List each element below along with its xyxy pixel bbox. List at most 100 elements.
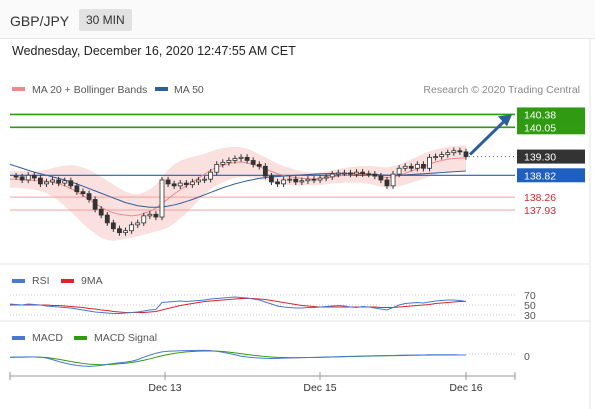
candle-body bbox=[153, 213, 159, 218]
candlestick bbox=[183, 179, 189, 188]
level-label-box bbox=[517, 120, 585, 135]
candlestick bbox=[117, 225, 122, 236]
candle-body bbox=[56, 179, 62, 184]
resistance-label-joiner bbox=[517, 120, 585, 122]
currency-pair: GBP/JPY bbox=[10, 13, 70, 29]
candle-body bbox=[208, 171, 214, 180]
level-label: 138.26 bbox=[524, 192, 556, 204]
candlestick bbox=[56, 176, 62, 187]
candle-body bbox=[305, 178, 311, 182]
candle-body bbox=[31, 174, 37, 179]
candlestick bbox=[378, 172, 384, 184]
candlestick bbox=[147, 211, 153, 219]
candle-body bbox=[256, 163, 262, 167]
candlestick bbox=[348, 169, 353, 178]
candle-body bbox=[281, 179, 287, 185]
forecast-arrow-head bbox=[498, 114, 512, 127]
candle-body bbox=[147, 213, 153, 217]
ma20-line bbox=[10, 157, 467, 217]
macd-legend: MACD MACD Signal bbox=[12, 332, 157, 344]
candlestick bbox=[98, 206, 104, 219]
candle-body bbox=[38, 177, 43, 185]
candlestick bbox=[31, 172, 37, 182]
candlestick bbox=[159, 176, 165, 221]
candle-body bbox=[378, 175, 384, 181]
timeframe-badge[interactable]: 30 MIN bbox=[79, 9, 132, 31]
candle-body bbox=[402, 165, 408, 169]
candlestick bbox=[244, 154, 250, 164]
chart-datetime: Wednesday, December 16, 2020 12:47:55 AM… bbox=[12, 44, 296, 58]
legend-swatch bbox=[74, 336, 87, 340]
legend-swatch bbox=[61, 279, 74, 283]
candlestick bbox=[250, 157, 256, 168]
candlestick bbox=[62, 177, 68, 187]
candle-body bbox=[171, 183, 177, 187]
level-label: 140.05 bbox=[524, 122, 556, 134]
candle-body bbox=[220, 162, 226, 165]
candlestick bbox=[335, 169, 341, 178]
candle-body bbox=[311, 178, 317, 181]
candlestick bbox=[317, 174, 323, 184]
chart-header: GBP/JPY 30 MIN bbox=[0, 0, 595, 39]
candle-body bbox=[335, 172, 341, 175]
candle-body bbox=[44, 181, 49, 185]
candle-body bbox=[183, 182, 189, 186]
candle-body bbox=[244, 156, 250, 161]
candle-body bbox=[86, 193, 92, 200]
candle-body bbox=[104, 214, 110, 224]
time-tick-label: Dec 13 bbox=[148, 382, 181, 394]
candlestick bbox=[281, 176, 287, 187]
candlestick bbox=[171, 180, 177, 189]
candle-body bbox=[348, 172, 353, 175]
candle-body bbox=[80, 191, 86, 195]
candle-body bbox=[13, 175, 19, 178]
candlestick bbox=[232, 155, 238, 164]
candlestick bbox=[329, 171, 335, 180]
candlestick bbox=[360, 169, 366, 177]
candlestick bbox=[135, 219, 141, 228]
candlestick bbox=[177, 179, 183, 189]
candle-body bbox=[62, 180, 68, 184]
candlestick bbox=[104, 211, 110, 227]
candlestick bbox=[311, 176, 317, 184]
candlestick bbox=[427, 154, 432, 172]
candlestick bbox=[287, 176, 293, 184]
candlestick bbox=[293, 176, 299, 186]
candle-body bbox=[366, 173, 372, 176]
candle-body bbox=[427, 156, 432, 169]
candle-body bbox=[451, 150, 457, 154]
level-label-box bbox=[517, 149, 585, 164]
ma50-line bbox=[9, 163, 467, 208]
level-label: 139.30 bbox=[524, 152, 556, 164]
candle-body bbox=[445, 152, 451, 156]
time-tick-label: Dec 16 bbox=[449, 382, 482, 394]
candle-body bbox=[317, 177, 323, 181]
candle-body bbox=[98, 208, 104, 216]
macd-line bbox=[9, 349, 466, 367]
candle-body bbox=[293, 178, 299, 183]
legend-label: RSI bbox=[32, 275, 50, 287]
candlestick bbox=[38, 174, 43, 187]
candlestick bbox=[457, 147, 463, 156]
candlestick bbox=[366, 170, 372, 178]
candlestick bbox=[402, 163, 408, 172]
candlestick bbox=[50, 176, 55, 186]
candlestick bbox=[390, 171, 396, 189]
candle-body bbox=[341, 172, 347, 175]
candle-body bbox=[360, 171, 366, 175]
candle-body bbox=[202, 178, 207, 181]
candlestick bbox=[13, 172, 19, 180]
candle-body bbox=[68, 180, 74, 187]
candlestick bbox=[110, 219, 116, 232]
rsi-line bbox=[9, 296, 467, 314]
candlestick bbox=[68, 177, 74, 189]
candlestick bbox=[414, 161, 420, 172]
candlestick bbox=[256, 161, 262, 170]
candlestick bbox=[421, 161, 426, 172]
candlestick bbox=[396, 165, 402, 178]
candle-body bbox=[275, 181, 280, 185]
bollinger-band bbox=[10, 145, 466, 241]
candle-body bbox=[135, 222, 141, 226]
candlestick bbox=[202, 176, 207, 184]
candle-body bbox=[226, 160, 232, 163]
